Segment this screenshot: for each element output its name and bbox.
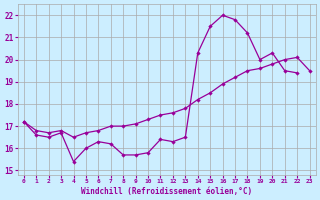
X-axis label: Windchill (Refroidissement éolien,°C): Windchill (Refroidissement éolien,°C) [81,187,252,196]
